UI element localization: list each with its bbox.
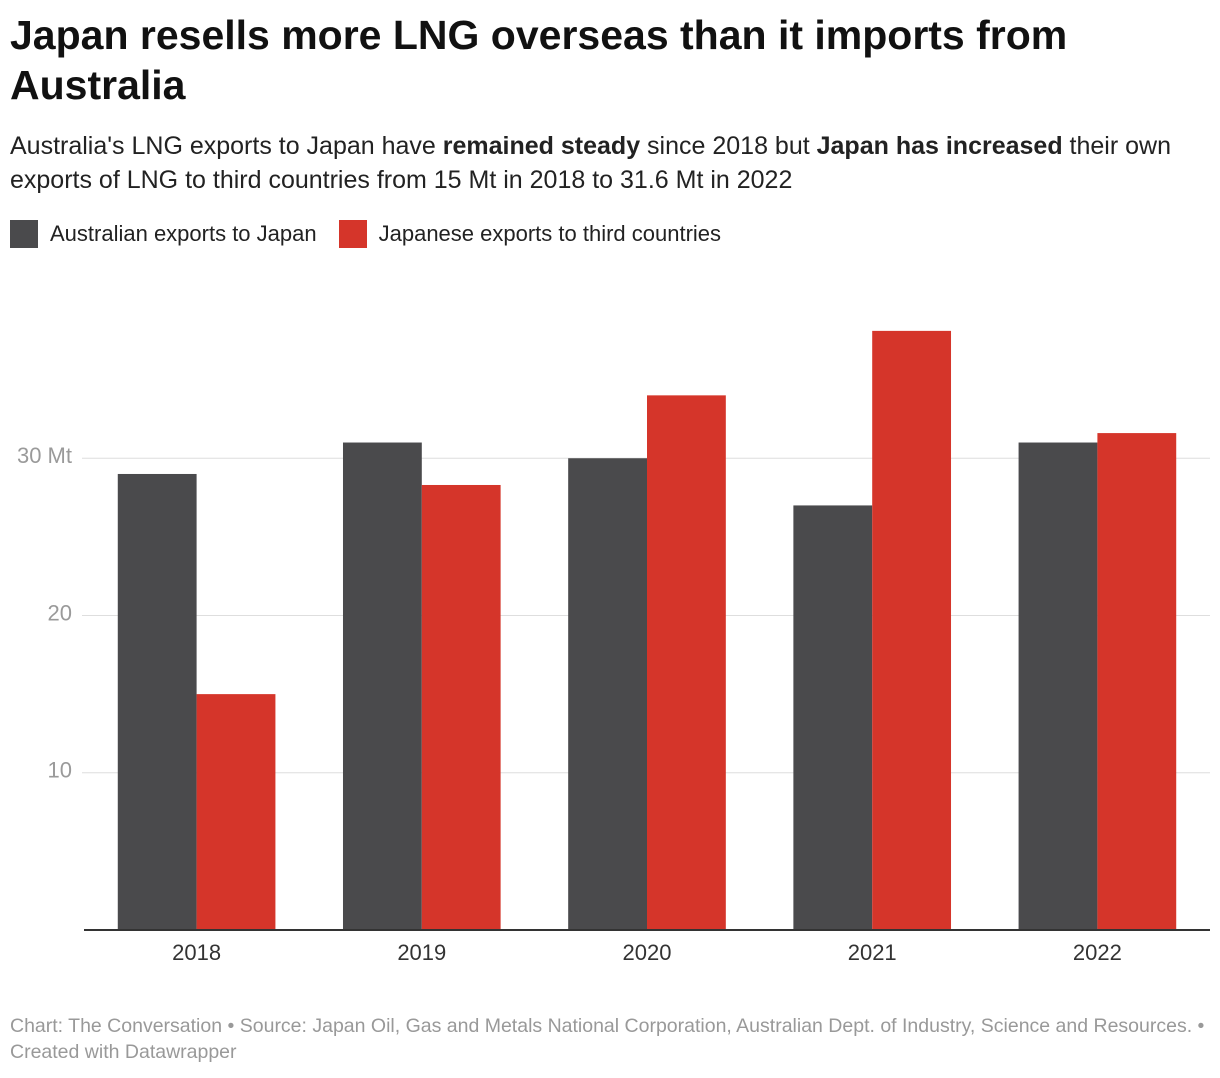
chart-title: Japan resells more LNG overseas than it … <box>10 12 1068 108</box>
legend-swatch <box>338 220 367 248</box>
chart-subtitle: Australia's LNG exports to Japan have re… <box>10 129 1210 197</box>
bar <box>568 458 647 930</box>
bar <box>793 505 873 930</box>
bar <box>421 484 501 930</box>
x-tick-label: 2021 <box>848 940 897 965</box>
bar <box>342 442 422 930</box>
legend: Australian exports to Japan Japanese expo… <box>10 220 743 248</box>
bar <box>117 473 197 930</box>
bar <box>1097 433 1177 930</box>
subtitle-text: Australia's LNG exports to Japan have <box>10 132 443 160</box>
bar <box>872 330 952 930</box>
bar <box>196 694 276 930</box>
legend-swatch <box>10 220 38 248</box>
legend-label: Australian exports to Japan <box>50 221 317 246</box>
legend-item: Japanese exports to third countries <box>338 220 722 248</box>
x-tick-label: 2020 <box>623 940 672 965</box>
subtitle-emphasis: remained steady <box>442 132 641 160</box>
subtitle-emphasis: Japan has increased <box>816 132 1063 160</box>
x-tick-label: 2022 <box>1073 940 1122 965</box>
legend-label: Japanese exports to third countries <box>378 221 722 246</box>
chart-notes: Chart: The Conversation • Source: Japan … <box>10 1015 1205 1063</box>
y-tick-label: 10 <box>48 758 72 783</box>
x-tick-label: 2019 <box>397 940 446 965</box>
subtitle-text: their own exports of LNG to third countr… <box>10 132 1171 194</box>
y-tick-label: 30 Mt <box>17 443 72 468</box>
bar <box>647 395 726 931</box>
subtitle-text: since 2018 but <box>640 132 817 160</box>
y-tick-label: 20 <box>48 600 72 625</box>
chart: 10 20 30 Mt 2018 2019 2020 2021 2022 <box>17 330 1210 965</box>
bar <box>1018 442 1098 930</box>
x-tick-label: 2018 <box>172 940 221 965</box>
legend-item: Australian exports to Japan <box>10 220 317 248</box>
